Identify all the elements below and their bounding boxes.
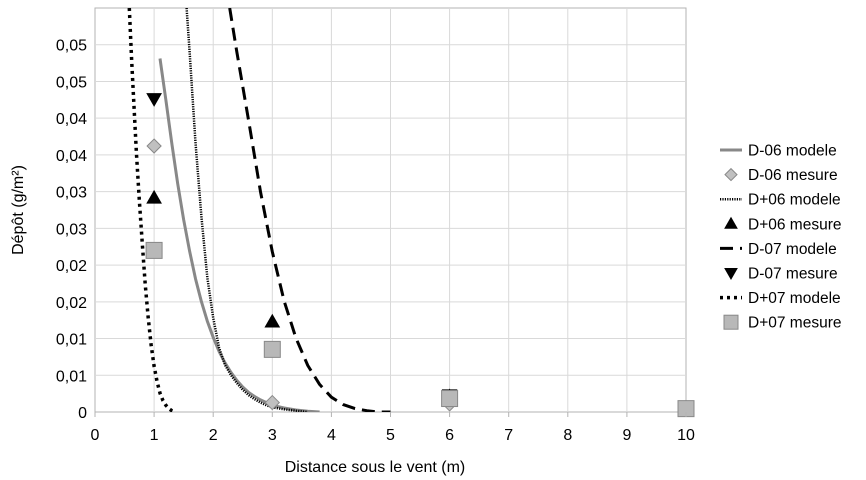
legend-item-dplus07-mesure: D+07 mesure: [723, 314, 841, 332]
y-tick-label: 0,01: [56, 368, 87, 385]
y-tick-label: 0,05: [56, 38, 87, 55]
x-tick-label: 8: [563, 427, 572, 444]
y-tick-label: 0,02: [56, 295, 87, 312]
x-tick-label: 2: [209, 427, 218, 444]
x-tick-label: 10: [677, 427, 695, 444]
data-point-dplus06-mesure: [264, 313, 281, 328]
x-tick-label: 3: [268, 427, 277, 444]
series-line-dplus07-modele: [127, 8, 176, 412]
y-tick-label: 0,04: [56, 148, 87, 165]
y-tick-label: 0,04: [56, 111, 87, 128]
data-point-dplus07-mesure: [145, 241, 163, 259]
y-tick-label: 0: [78, 405, 87, 422]
legend-label: D-07 modele: [748, 241, 837, 258]
gridlines: [95, 8, 686, 412]
data-point-dplus07-mesure: [441, 390, 459, 408]
y-axis-title: Dépôt (g/m²): [10, 165, 27, 255]
legend-label: D+06 modele: [748, 192, 841, 209]
legend-item-dplus06-modele: D+06 modele: [720, 192, 841, 209]
data-point-dminus06-mesure: [146, 138, 162, 154]
legend-item-dminus06-mesure: D-06 mesure: [724, 167, 838, 184]
data-point-dminus06-mesure: [264, 394, 281, 411]
data-point-dplus06-mesure: [146, 189, 162, 204]
legend-item-dminus07-mesure: D-07 mesure: [724, 266, 838, 283]
x-tick-label: 1: [150, 427, 159, 444]
x-axis-title: Distance sous le vent (m): [285, 459, 466, 476]
y-tick-label: 0,05: [56, 74, 87, 91]
y-axis-ticks: 0 0,01 0,01 0,02 0,02 0,03 0,03 0,04 0,04 0,05 0,0…: [56, 38, 87, 422]
x-tick-label: 9: [622, 427, 631, 444]
x-tick-label: 6: [445, 427, 454, 444]
data-point-dminus07-mesure: [146, 93, 162, 107]
legend-item-dminus07-modele: D-07 modele: [720, 241, 837, 258]
x-tick-label: 7: [504, 427, 513, 444]
legend-label: D+07 modele: [748, 290, 841, 307]
legend-swatch: [724, 216, 738, 229]
y-tick-label: 0,03: [56, 221, 87, 238]
data-point-dplus07-mesure: [263, 340, 281, 358]
legend-item-dplus07-modele: D+07 modele: [720, 290, 841, 307]
y-tick-label: 0,03: [56, 185, 87, 202]
legend-swatch: [723, 314, 739, 330]
legend-label: D-06 mesure: [748, 167, 838, 184]
legend-item-dminus06-modele: D-06 modele: [720, 143, 837, 160]
y-tick-label: 0,02: [56, 258, 87, 275]
legend-label: D-06 modele: [748, 143, 837, 160]
series-line-dminus07-modele: [228, 8, 391, 412]
x-tick-label: 4: [327, 427, 336, 444]
legend: D-06 modele D-06 mesure D+06 modele D+06 me…: [720, 143, 841, 332]
y-tick-label: 0,01: [56, 332, 87, 349]
legend-label: D+07 mesure: [748, 315, 841, 332]
legend-label: D-07 mesure: [748, 266, 838, 283]
x-axis-ticks: 0 1 2 3 4 5 6 7 8 9 10: [91, 412, 695, 444]
legend-swatch: [724, 268, 738, 281]
legend-item-dplus06-mesure: D+06 mesure: [724, 216, 841, 233]
series-markers: [145, 93, 695, 418]
legend-label: D+06 mesure: [748, 216, 841, 233]
x-tick-label: 5: [386, 427, 395, 444]
x-tick-label: 0: [91, 427, 100, 444]
legend-swatch: [724, 167, 738, 182]
